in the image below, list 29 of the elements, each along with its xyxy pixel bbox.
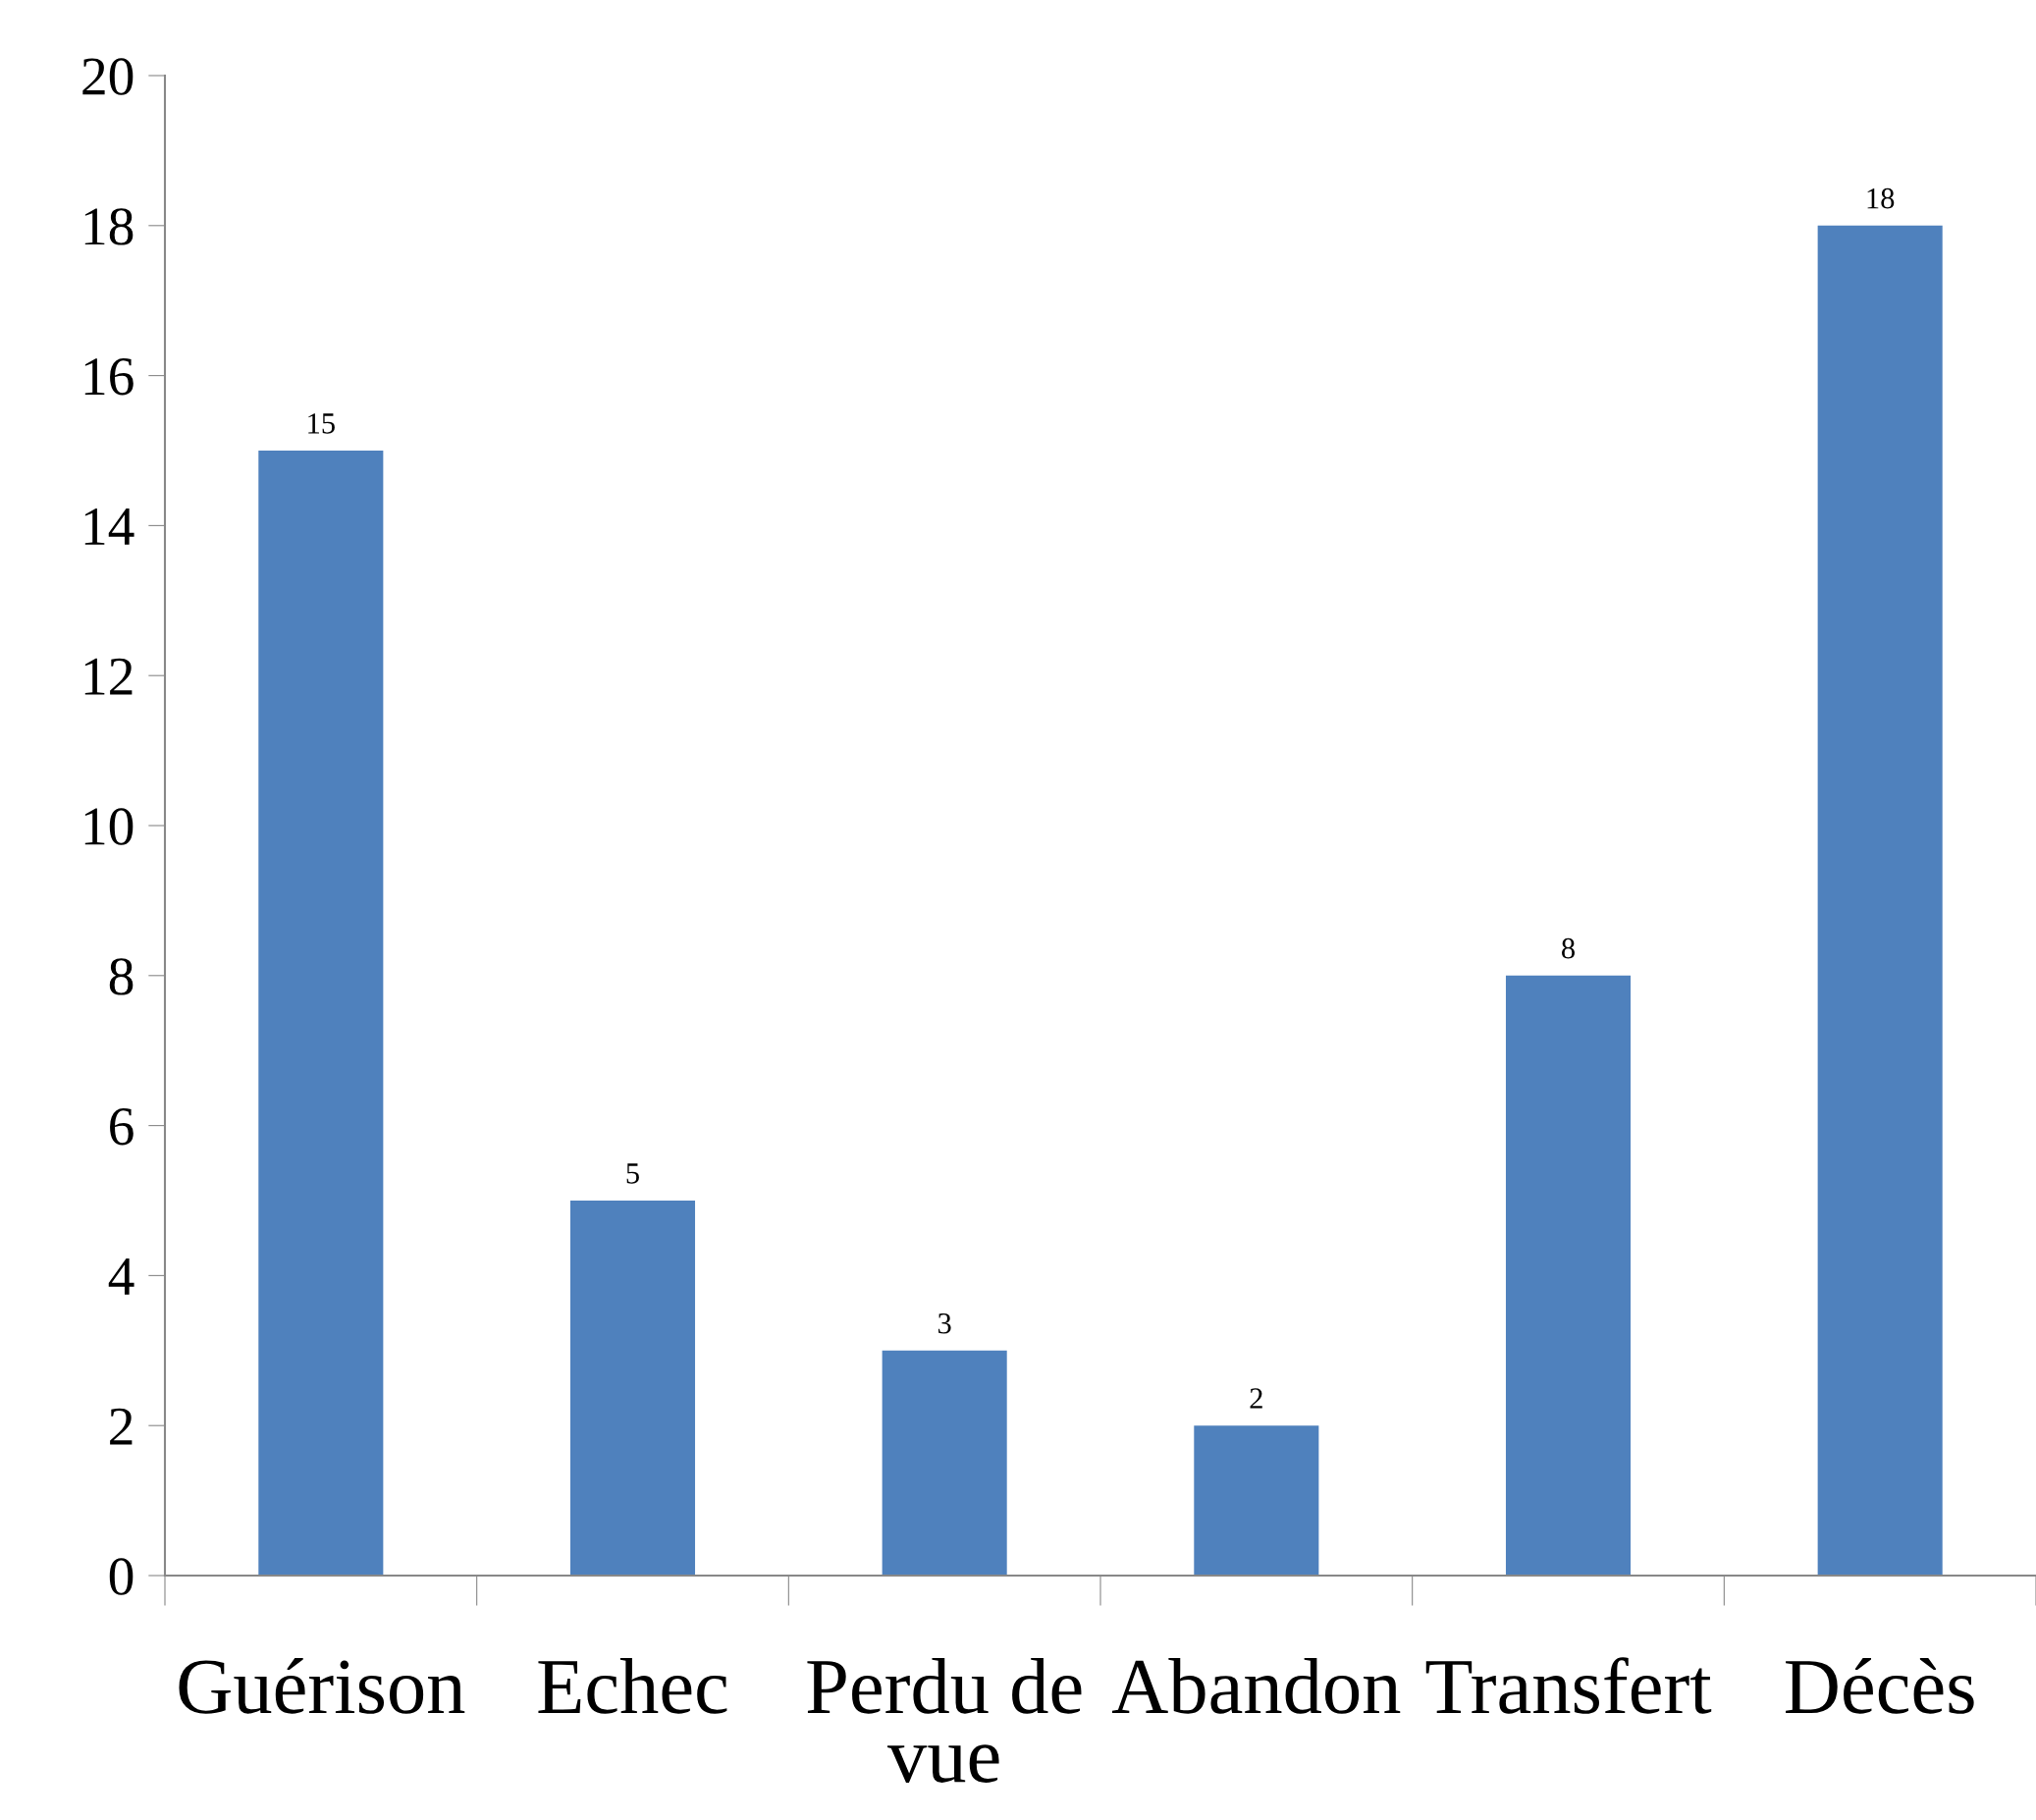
y-tick-label: 8: [109, 958, 134, 995]
bar: [569, 1201, 696, 1576]
x-tick-label: Guérison: [179, 1657, 465, 1714]
y-tick-label: 2: [110, 1408, 133, 1445]
data-label: 15: [308, 413, 335, 434]
data-label: 2: [1250, 1388, 1262, 1409]
data-label: 18: [1867, 187, 1895, 209]
y-tick-label: 10: [84, 808, 134, 845]
bar: [1505, 975, 1632, 1576]
x-tick-label: Perdu de vue: [807, 1658, 1082, 1783]
y-tick-label: 16: [84, 358, 134, 396]
data-label: 3: [938, 1312, 951, 1334]
bar: [1194, 1425, 1319, 1576]
y-tick-label: 18: [84, 208, 134, 245]
bar: [882, 1350, 1007, 1576]
bar: [1817, 225, 1943, 1576]
x-tick-label: Transfert: [1425, 1657, 1712, 1714]
y-tick-label: 12: [84, 658, 133, 695]
x-tick-label: Echec: [538, 1658, 727, 1714]
y-tick-label: 0: [109, 1558, 134, 1595]
y-tick-label: 14: [84, 509, 134, 545]
x-tick-label: Décès: [1786, 1657, 1974, 1714]
y-tick-label: 6: [110, 1108, 134, 1146]
y-tick-label: 20: [82, 58, 134, 95]
bar: [258, 451, 384, 1576]
data-label: 8: [1562, 937, 1575, 959]
x-tick-label: Abandon: [1111, 1658, 1401, 1714]
y-tick-label: 4: [108, 1258, 134, 1295]
data-label: 5: [626, 1163, 639, 1184]
